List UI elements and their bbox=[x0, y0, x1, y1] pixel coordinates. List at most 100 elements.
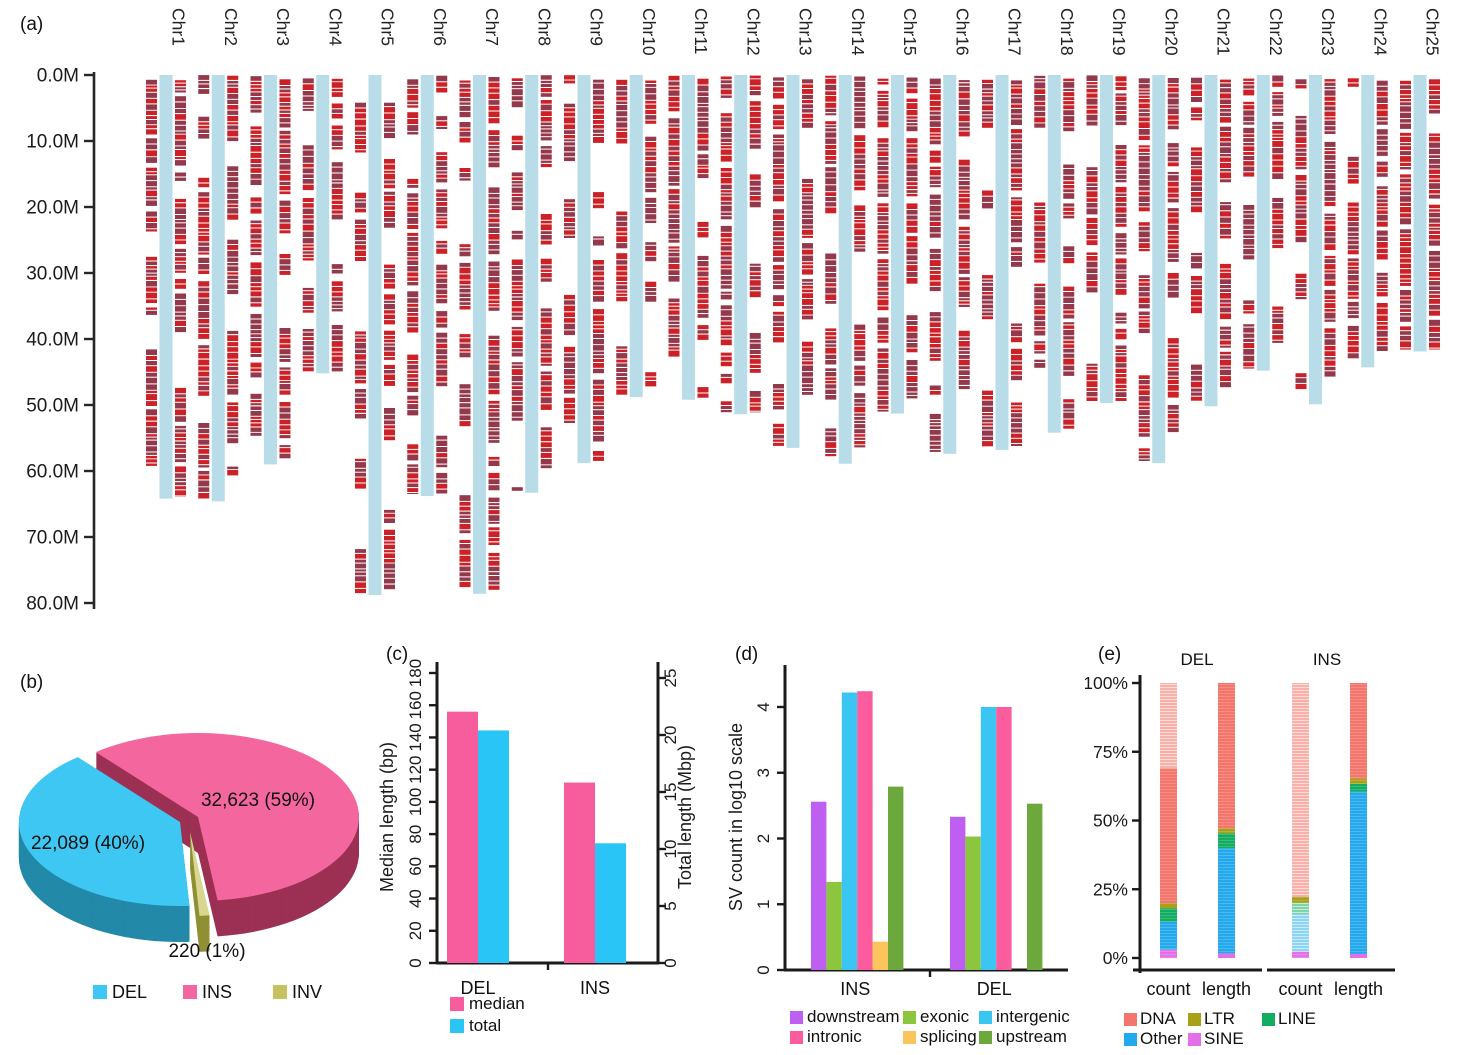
sv-mark bbox=[250, 208, 262, 214]
sv-mark bbox=[384, 414, 395, 420]
sv-mark bbox=[1191, 276, 1202, 281]
sv-mark bbox=[1429, 133, 1440, 136]
sv-mark bbox=[302, 291, 314, 294]
sv-mark bbox=[198, 292, 210, 298]
sv-mark bbox=[877, 317, 889, 324]
sv-mark bbox=[1011, 119, 1022, 125]
sv-mark bbox=[407, 493, 419, 494]
bar-ins-downstream bbox=[811, 801, 827, 970]
sv-mark bbox=[906, 360, 918, 366]
sv-mark bbox=[1138, 304, 1150, 309]
sv-mark bbox=[668, 118, 680, 124]
sv-mark bbox=[198, 257, 210, 263]
sv-mark bbox=[802, 243, 813, 249]
sv-mark bbox=[854, 135, 866, 141]
sv-mark bbox=[854, 216, 866, 219]
sv-mark bbox=[802, 113, 813, 118]
sv-mark bbox=[593, 204, 604, 209]
sv-mark bbox=[1167, 235, 1179, 239]
sv-mark bbox=[1086, 183, 1098, 186]
sv-mark bbox=[436, 453, 448, 458]
sv-mark bbox=[802, 214, 813, 219]
sv-mark bbox=[488, 371, 500, 377]
sv-mark bbox=[407, 464, 419, 467]
sv-mark bbox=[802, 361, 813, 365]
sv-mark bbox=[511, 202, 523, 206]
sv-mark bbox=[564, 199, 575, 203]
sv-mark bbox=[250, 179, 262, 185]
sv-mark bbox=[958, 304, 970, 307]
sv-mark bbox=[436, 206, 448, 213]
sv-mark bbox=[279, 425, 291, 430]
sv-mark bbox=[407, 119, 419, 125]
sv-mark bbox=[488, 295, 500, 300]
sv-mark bbox=[1115, 167, 1127, 170]
sv-mark bbox=[929, 413, 941, 420]
sv-mark bbox=[1191, 392, 1202, 396]
sv-mark bbox=[749, 397, 761, 403]
sv-mark bbox=[227, 81, 239, 84]
sv-mark bbox=[250, 291, 262, 297]
sv-mark bbox=[668, 334, 680, 337]
sv-marks-right bbox=[1272, 75, 1284, 343]
sv-mark bbox=[1347, 291, 1359, 296]
sv-mark bbox=[1138, 423, 1150, 428]
y-tick-label: 25% bbox=[1093, 879, 1128, 899]
sv-mark bbox=[982, 196, 993, 202]
sv-mark bbox=[1167, 84, 1179, 87]
sv-mark bbox=[1011, 150, 1022, 154]
sv-mark bbox=[802, 269, 813, 275]
sv-mark bbox=[1086, 281, 1098, 287]
sv-mark bbox=[459, 122, 471, 128]
panel-b-label: (b) bbox=[20, 672, 44, 693]
sv-mark bbox=[877, 264, 889, 267]
sv-mark bbox=[1400, 335, 1411, 341]
sv-mark bbox=[1063, 425, 1075, 429]
sv-marks-left bbox=[459, 80, 471, 588]
sv-mark bbox=[1429, 91, 1440, 95]
sv-mark bbox=[825, 150, 837, 155]
sv-mark bbox=[1167, 120, 1179, 125]
sv-mark bbox=[198, 480, 210, 487]
sv-marks-right bbox=[593, 79, 604, 461]
sv-mark bbox=[1220, 117, 1231, 123]
sv-mark bbox=[929, 312, 941, 317]
sv-mark bbox=[1138, 380, 1150, 385]
sv-mark bbox=[668, 337, 680, 343]
sv-mark bbox=[929, 267, 941, 270]
sv-mark bbox=[511, 352, 523, 357]
sv-mark bbox=[958, 92, 970, 99]
sv-mark bbox=[384, 184, 395, 189]
sv-mark bbox=[250, 85, 262, 88]
segment-texture bbox=[1160, 949, 1177, 959]
sv-mark bbox=[227, 177, 239, 181]
sv-mark bbox=[1034, 117, 1046, 123]
sv-mark bbox=[407, 291, 419, 298]
sv-mark bbox=[1400, 290, 1411, 296]
sv-mark bbox=[511, 297, 523, 300]
sv-mark bbox=[1115, 283, 1127, 288]
sv-mark bbox=[175, 402, 186, 409]
sv-mark bbox=[407, 444, 419, 449]
sv-mark bbox=[250, 411, 262, 416]
sv-mark bbox=[720, 246, 732, 251]
sv-mark bbox=[1324, 155, 1336, 160]
sv-mark bbox=[227, 275, 239, 279]
sv-mark bbox=[593, 363, 604, 368]
sv-mark bbox=[564, 124, 575, 130]
sv-mark bbox=[645, 204, 657, 207]
sv-mark bbox=[436, 87, 448, 93]
sv-mark bbox=[720, 285, 732, 289]
sv-mark bbox=[540, 278, 552, 282]
sv-mark bbox=[1063, 371, 1075, 376]
sv-mark bbox=[720, 89, 732, 95]
sv-mark bbox=[488, 428, 500, 431]
sv-mark bbox=[982, 430, 993, 436]
sv-mark bbox=[854, 334, 866, 339]
sv-mark bbox=[384, 164, 395, 170]
sv-mark bbox=[825, 354, 837, 359]
sv-mark bbox=[1167, 239, 1179, 244]
sv-mark bbox=[1220, 108, 1231, 112]
sv-mark bbox=[720, 172, 732, 178]
sv-mark bbox=[877, 110, 889, 115]
